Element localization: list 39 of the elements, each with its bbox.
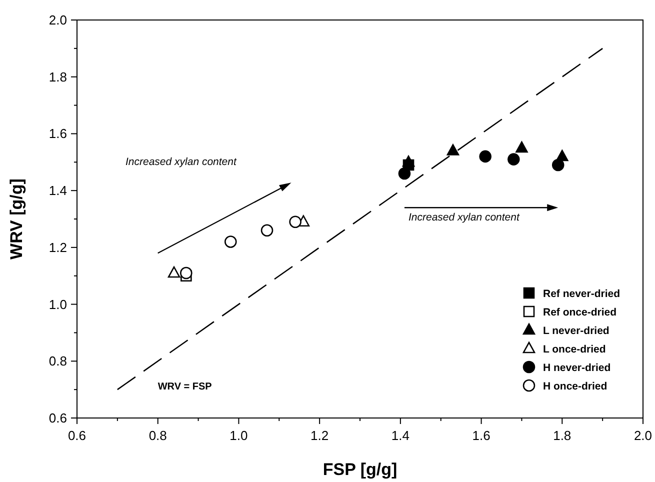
x-tick-label: 1.4 (391, 428, 410, 443)
annotation: Increased xylan content (126, 156, 238, 168)
y-tick-label: 1.0 (48, 296, 67, 312)
y-tick-label: 1.8 (48, 69, 67, 84)
legend-label: Ref once-dried (543, 306, 617, 318)
x-tick-label: 0.6 (68, 428, 86, 443)
legend-label: L never-dried (543, 325, 610, 337)
x-axis-title: FSP [g/g] (322, 460, 398, 479)
x-tick-label: 2.0 (634, 428, 652, 443)
point (224, 236, 237, 248)
legend-label: Ref never-dried (543, 288, 620, 300)
y-axis-title: WRV [g/g] (7, 178, 26, 260)
annotation: WRV = FSP (158, 382, 212, 393)
legend-label: H never-dried (543, 362, 611, 374)
annotation: Increased xylan content (408, 211, 520, 224)
x-tick-label: 1.0 (230, 428, 248, 443)
legend-label: H once-dried (543, 380, 608, 392)
point (507, 153, 520, 166)
point (402, 155, 415, 167)
point (552, 158, 564, 172)
point (479, 150, 492, 163)
y-tick-label: 1.4 (48, 183, 67, 198)
point (446, 144, 460, 156)
x-tick-label: 1.6 (472, 428, 490, 443)
y-tick-label: 0.6 (48, 410, 67, 426)
point (398, 167, 411, 180)
point (168, 266, 180, 278)
point (289, 216, 302, 228)
x-tick-label: 0.8 (148, 428, 167, 443)
x-tick-label: 1.8 (553, 428, 572, 443)
y-tick-label: 1.6 (48, 126, 67, 142)
legend-label: L once-dried (543, 344, 606, 356)
y-tick-label: 1.2 (48, 240, 67, 255)
point (260, 224, 274, 237)
point (516, 141, 528, 153)
y-tick-label: 0.8 (48, 354, 67, 369)
point (180, 266, 192, 280)
y-tick-label: 2.0 (48, 12, 67, 28)
x-tick-label: 1.2 (310, 428, 329, 443)
